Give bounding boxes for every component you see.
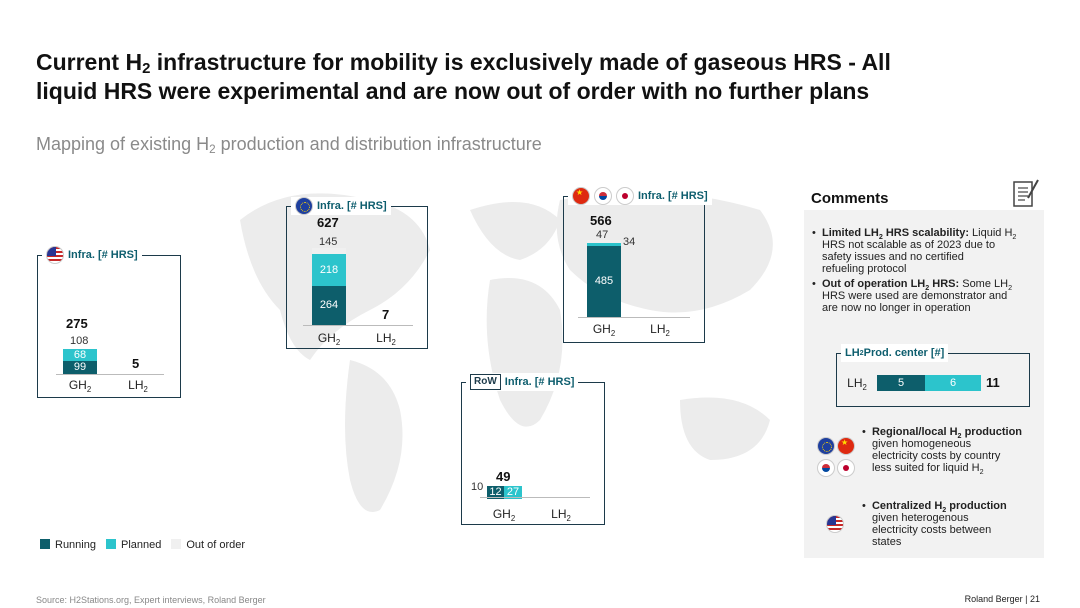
page-subtitle: Mapping of existing H2 production and di…: [36, 134, 542, 156]
row-chart-header: RoW Infra. [# HRS]: [466, 373, 579, 391]
source-note: Source: H2Stations.org, Expert interview…: [36, 595, 266, 605]
comment-centralized: • Centralized H2 production given hetero…: [862, 500, 1007, 548]
comments-title: Comments: [811, 190, 889, 207]
eu-flag-icon: [817, 437, 835, 455]
row-gh2-running-label: 12: [489, 486, 502, 498]
europe-chart-frame: Infra. [# HRS]: [286, 197, 428, 349]
usa-gh2-total: 275: [66, 316, 88, 331]
legend-outoforder-swatch: [171, 539, 182, 549]
footer-brand: Roland Berger | 21: [964, 594, 1040, 604]
prod-center-header: LH 2 Prod. center [#]: [841, 344, 949, 362]
europe-cat-lh2: LH2: [376, 331, 396, 347]
asia-chart-frame: Infra. [# HRS]: [563, 187, 712, 343]
usa-cat-gh2: GH2: [68, 378, 92, 394]
page-title: Current H2 infrastructure for mobility i…: [36, 49, 891, 104]
row-gh2-planned-bar: 27: [504, 486, 522, 499]
prod-running-label: 5: [897, 377, 905, 389]
legend-running-swatch: [40, 539, 50, 549]
usa-gh2-running-label: 99: [73, 361, 87, 373]
legend-out-of-order: Out of order: [171, 539, 245, 551]
europe-gh2-planned-bar: 218: [312, 254, 346, 286]
legend-planned-swatch: [105, 539, 116, 549]
asia-gh2-planned-bar: [587, 243, 621, 246]
asia-gh2-running-label: 485: [594, 275, 614, 287]
usa-gh2-planned-bar: 68: [63, 349, 97, 361]
usa-lh2-total: 5: [132, 356, 140, 371]
kr-flag-icon: [817, 459, 835, 477]
row-axis: [480, 497, 590, 498]
prod-cat-lh2: LH2: [847, 376, 867, 392]
regional-flags: [817, 437, 855, 455]
usa-gh2-planned-label: 68: [73, 349, 87, 361]
jp-flag-icon: [616, 187, 634, 205]
asia-gh2-outoforder-label: 34: [623, 236, 636, 248]
asia-axis: [578, 317, 690, 318]
legend: Running Planned Out of order: [40, 539, 245, 551]
notepad-icon: [1013, 179, 1039, 207]
jp-flag-icon: [837, 459, 855, 477]
prod-planned-label: 6: [949, 377, 957, 389]
usa-cat-lh2: LH2: [128, 378, 148, 394]
europe-cat-gh2: GH2: [317, 331, 341, 347]
europe-chart-header: Infra. [# HRS]: [291, 197, 391, 215]
cn-flag-icon: [837, 437, 855, 455]
prod-center-frame: LH 2 Prod. center [#]: [836, 344, 1030, 407]
asia-gh2-planned-label: 47: [596, 229, 609, 241]
legend-running: Running: [40, 539, 96, 551]
centralized-flags: [826, 515, 844, 533]
usa-gh2-running-bar: 99: [63, 361, 97, 374]
europe-gh2-outoforder-label: 145: [319, 236, 338, 248]
row-tag: RoW: [470, 374, 501, 390]
europe-gh2-outoforder-bar: [312, 248, 346, 254]
prod-running-bar: 5: [877, 375, 925, 391]
row-cat-gh2: GH2: [492, 507, 516, 523]
us-flag-icon: [46, 246, 64, 264]
row-cat-lh2: LH2: [551, 507, 571, 523]
asia-cat-lh2: LH2: [650, 322, 670, 338]
europe-gh2-planned-label: 218: [319, 264, 339, 276]
europe-gh2-running-label: 264: [319, 299, 339, 311]
prod-total: 11: [986, 375, 1000, 390]
asia-gh2-total: 566: [590, 213, 612, 228]
usa-gh2-outoforder-label: 108: [70, 335, 89, 347]
europe-lh2-total: 7: [382, 307, 390, 322]
europe-gh2-total: 627: [317, 215, 339, 230]
usa-axis: [56, 374, 164, 375]
cn-flag-icon: [572, 187, 590, 205]
europe-axis: [303, 325, 413, 326]
row-gh2-total: 49: [496, 469, 511, 484]
asia-gh2-outoforder-bar: [587, 240, 621, 243]
asia-cat-gh2: GH2: [592, 322, 616, 338]
row-gh2-planned-label: 27: [506, 486, 520, 498]
comment-scalability: • Limited LH2 HRS scalability: Liquid H2…: [812, 227, 1017, 275]
row-gh2-outoforder-label: 10: [471, 481, 484, 493]
usa-chart-header: Infra. [# HRS]: [42, 246, 142, 264]
asia-chart-header: Infra. [# HRS]: [568, 187, 712, 205]
usa-chart-frame: Infra. [# HRS]: [37, 246, 181, 398]
europe-gh2-running-bar: 264: [312, 286, 346, 325]
row-chart-frame: RoW Infra. [# HRS]: [461, 373, 605, 525]
comment-out-of-operation: • Out of operation LH2 HRS: Some LH2 HRS…: [812, 278, 1013, 314]
legend-planned: Planned: [105, 539, 161, 551]
us-flag-icon: [826, 515, 844, 533]
asia-gh2-running-bar: 485: [587, 246, 621, 317]
eu-flag-icon: [295, 197, 313, 215]
row-gh2-running-bar: 12: [487, 486, 504, 499]
kr-flag-icon: [594, 187, 612, 205]
regional-flags-2: [817, 459, 855, 477]
comment-regional: • Regional/local H2 production given hom…: [862, 426, 1023, 476]
prod-planned-bar: 6: [925, 375, 981, 391]
